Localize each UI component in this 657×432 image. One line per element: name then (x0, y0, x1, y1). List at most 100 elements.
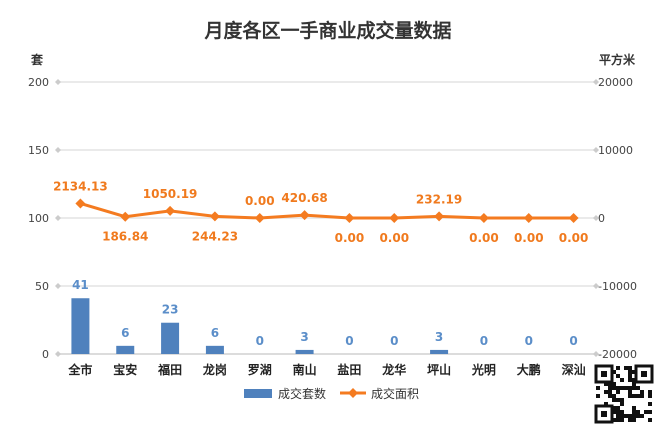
grid-marker (593, 283, 599, 289)
bar-value-label: 0 (525, 334, 533, 348)
bar-value-label: 0 (256, 334, 264, 348)
qr-module (648, 394, 652, 398)
bar (71, 298, 90, 354)
right-tick-label: -20000 (598, 348, 637, 361)
left-axis-label: 套 (30, 52, 44, 67)
qr-module (632, 382, 636, 386)
right-tick-label: -10000 (598, 280, 637, 293)
qr-module (624, 386, 628, 390)
line-point (254, 213, 265, 223)
qr-module (620, 418, 624, 422)
qr-code (594, 364, 654, 424)
category-label: 宝安 (113, 362, 137, 377)
bar-value-label: 3 (300, 330, 308, 344)
qr-module (604, 382, 608, 386)
bar (295, 349, 314, 354)
bar-value-label: 23 (162, 303, 179, 317)
chart-title: 月度各区一手商业成交量数据 (203, 19, 451, 42)
qr-module (616, 410, 620, 414)
qr-module (628, 366, 632, 370)
qr-module (616, 414, 620, 418)
left-tick-label: 100 (28, 212, 49, 225)
qr-module (612, 382, 616, 386)
qr-module (612, 386, 616, 390)
line-value-label: 0.00 (469, 231, 499, 245)
grid-marker (593, 351, 599, 357)
line-value-label: 232.19 (416, 192, 462, 206)
line-point (299, 210, 310, 221)
left-tick-label: 150 (28, 144, 49, 157)
qr-module (632, 414, 636, 418)
qr-module (628, 390, 632, 394)
qr-module (640, 390, 644, 394)
qr-module (616, 418, 620, 422)
bar-value-label: 41 (72, 278, 89, 292)
qr-module (628, 378, 632, 382)
qr-module (612, 406, 616, 410)
line-value-label: 0.00 (335, 231, 365, 245)
bar-value-label: 6 (121, 326, 129, 340)
qr-module (648, 410, 652, 414)
grid-marker (593, 215, 599, 221)
bar-value-label: 3 (435, 330, 443, 344)
line-point (568, 213, 579, 223)
qr-module (620, 402, 624, 406)
line-value-label: 420.68 (281, 191, 327, 205)
line-point (523, 213, 534, 223)
line-point (209, 211, 220, 222)
bar-value-label: 0 (480, 334, 488, 348)
grid-marker (55, 147, 61, 153)
qr-module (628, 386, 632, 390)
line-point (389, 213, 400, 223)
line-value-label: 0.00 (559, 231, 589, 245)
qr-module (616, 374, 620, 378)
qr-module (640, 414, 644, 418)
line-point (478, 213, 489, 223)
qr-module (628, 394, 632, 398)
line-value-label: 244.23 (192, 229, 238, 243)
qr-module (632, 386, 636, 390)
line-value-label: 0.00 (514, 231, 544, 245)
qr-module (616, 366, 620, 370)
grid-marker (55, 215, 61, 221)
qr-module (632, 378, 636, 382)
category-label: 坪山 (427, 362, 451, 377)
line-point (75, 198, 86, 209)
qr-module (620, 414, 624, 418)
qr-module (608, 382, 612, 386)
qr-module (648, 402, 652, 406)
qr-module (616, 406, 620, 410)
qr-module (616, 390, 620, 394)
bar (161, 322, 180, 354)
category-label: 大鹏 (517, 362, 541, 377)
qr-module (636, 414, 640, 418)
grid-marker (55, 283, 61, 289)
qr-module (636, 386, 640, 390)
left-tick-label: 200 (28, 76, 49, 89)
left-tick-label: 0 (42, 348, 49, 361)
category-label: 光明 (471, 362, 496, 377)
bar (116, 345, 135, 354)
qr-module (612, 418, 616, 422)
qr-module (612, 394, 616, 398)
grid-marker (593, 147, 599, 153)
qr-module (632, 370, 636, 374)
qr-module (624, 366, 628, 370)
category-label: 龙华 (382, 362, 406, 377)
legend-line-marker (348, 388, 358, 398)
line-point (434, 211, 445, 222)
category-label: 福田 (157, 362, 182, 377)
right-axis-label: 平方米 (599, 52, 636, 67)
qr-module (608, 386, 612, 390)
category-label: 罗湖 (248, 362, 272, 377)
qr-module (632, 406, 636, 410)
line-value-label: 0.00 (379, 231, 409, 245)
qr-module (604, 402, 608, 406)
category-label: 盐田 (337, 362, 361, 377)
legend: 成交套数 成交面积 (244, 386, 419, 401)
left-tick-label: 50 (35, 280, 49, 293)
category-label: 南山 (293, 362, 317, 377)
category-label: 龙岗 (203, 362, 227, 377)
